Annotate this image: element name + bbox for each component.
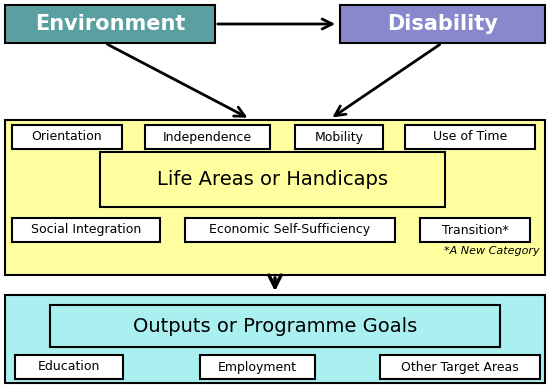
Text: Social Integration: Social Integration <box>31 223 141 237</box>
Bar <box>380 355 540 379</box>
Bar <box>5 5 215 43</box>
Bar <box>420 218 530 242</box>
Bar <box>12 218 160 242</box>
Text: Outputs or Programme Goals: Outputs or Programme Goals <box>133 317 417 336</box>
Bar <box>50 305 500 347</box>
Text: Employment: Employment <box>218 360 297 374</box>
Text: Life Areas or Handicaps: Life Areas or Handicaps <box>157 170 388 189</box>
Bar <box>15 355 123 379</box>
Bar <box>5 120 545 275</box>
Bar <box>145 125 270 149</box>
Text: Disability: Disability <box>387 14 498 34</box>
Text: Other Target Areas: Other Target Areas <box>401 360 519 374</box>
Text: Use of Time: Use of Time <box>433 130 507 144</box>
Text: Independence: Independence <box>163 130 252 144</box>
Text: Education: Education <box>38 360 100 374</box>
Bar <box>295 125 383 149</box>
Text: *A New Category: *A New Category <box>444 246 540 256</box>
Text: Orientation: Orientation <box>32 130 102 144</box>
Bar <box>340 5 545 43</box>
Bar <box>12 125 122 149</box>
Text: Economic Self-Sufficiency: Economic Self-Sufficiency <box>210 223 371 237</box>
Bar <box>200 355 315 379</box>
Bar <box>5 295 545 383</box>
Text: Environment: Environment <box>35 14 185 34</box>
Text: Mobility: Mobility <box>315 130 364 144</box>
Text: Transition*: Transition* <box>442 223 508 237</box>
Bar <box>100 152 445 207</box>
Bar <box>405 125 535 149</box>
Bar <box>185 218 395 242</box>
